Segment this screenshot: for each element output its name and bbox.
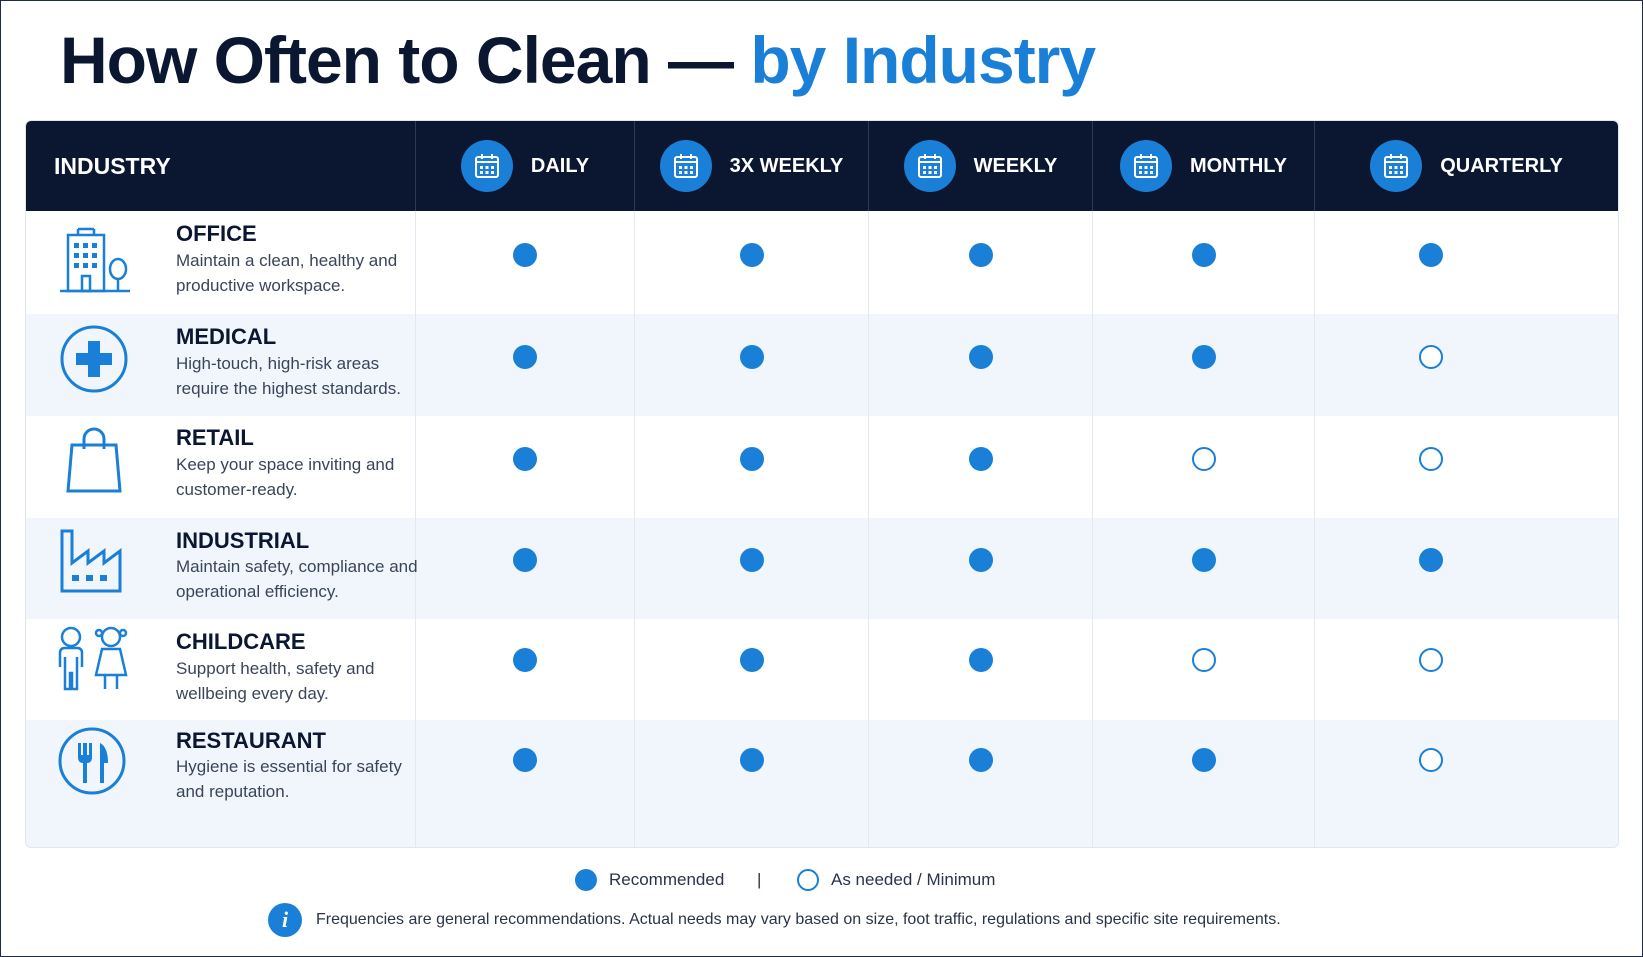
header-weekly-label: WEEKLY — [973, 154, 1058, 177]
recommended-dot — [740, 648, 764, 672]
row-desc-childcare: Support health, safety and wellbeing eve… — [176, 659, 375, 703]
legend-as-needed-label: As needed / Minimum — [831, 870, 996, 889]
as-needed-circle — [1419, 748, 1443, 772]
recommended-dot — [969, 748, 993, 772]
recommended-dot — [1419, 548, 1443, 572]
as-needed-circle — [1192, 648, 1216, 672]
table-row — [26, 314, 1618, 416]
recommended-dot — [740, 243, 764, 267]
column-divider — [415, 211, 416, 847]
legend-separator: | — [757, 870, 762, 889]
row-desc-retail: Keep your space inviting and customer-re… — [176, 455, 395, 499]
calendar-icon — [1370, 140, 1423, 192]
recommended-dot — [740, 447, 764, 471]
header-3x-weekly: 3X WEEKLY — [634, 121, 868, 211]
header-daily-label: DAILY — [530, 154, 590, 177]
recommended-dot — [1192, 243, 1216, 267]
header-3x-weekly-label: 3X WEEKLY — [729, 154, 844, 177]
recommended-dot — [1192, 748, 1216, 772]
fork-knife-icon — [56, 725, 136, 805]
medical-cross-icon — [56, 321, 136, 401]
footnote-text: Frequencies are general recommendations.… — [316, 911, 1281, 928]
recommended-dot — [969, 648, 993, 672]
as-needed-circle — [1192, 447, 1216, 471]
calendar-icon — [659, 140, 712, 192]
header-industry-label: INDUSTRY — [54, 152, 171, 179]
recommended-dot — [513, 345, 537, 369]
header-quarterly-label: QUARTERLY — [1440, 154, 1563, 177]
filled-dot-icon — [575, 869, 597, 891]
row-desc-medical: High-touch, high-risk areas require the … — [176, 354, 401, 398]
office-building-icon — [56, 221, 136, 301]
recommended-dot — [1419, 243, 1443, 267]
row-desc-office: Maintain a clean, healthy and productive… — [176, 251, 398, 295]
column-divider — [1092, 211, 1093, 847]
recommended-dot — [513, 243, 537, 267]
recommended-dot — [740, 345, 764, 369]
legend-recommended: Recommended — [575, 865, 724, 895]
empty-circle-icon — [797, 869, 819, 891]
title-accent: by Industry — [750, 23, 1096, 97]
column-divider — [1314, 211, 1315, 847]
table-row — [26, 518, 1618, 619]
recommended-dot — [969, 345, 993, 369]
header-quarterly: QUARTERLY — [1314, 121, 1618, 211]
info-icon: i — [268, 903, 302, 937]
row-desc-industrial: Maintain safety, compliance and operatio… — [176, 557, 418, 601]
recommended-dot — [513, 447, 537, 471]
header-weekly: WEEKLY — [868, 121, 1092, 211]
row-name-retail: RETAIL — [176, 425, 254, 450]
header-monthly: MONTHLY — [1092, 121, 1314, 211]
header-daily: DAILY — [415, 121, 634, 211]
recommended-dot — [513, 648, 537, 672]
header-industry: INDUSTRY — [26, 121, 415, 211]
recommended-dot — [1192, 548, 1216, 572]
header-monthly-label: MONTHLY — [1189, 154, 1288, 177]
shopping-bag-icon — [56, 421, 136, 501]
recommended-dot — [740, 548, 764, 572]
recommended-dot — [513, 748, 537, 772]
row-name-restaurant: RESTAURANT — [176, 728, 326, 753]
row-name-medical: MEDICAL — [176, 324, 277, 349]
calendar-icon — [903, 140, 956, 192]
row-name-industrial: INDUSTRIAL — [176, 528, 310, 553]
frequency-table: INDUSTRY DAILY 3X WEEKLY WEEKLY MONTHLY … — [25, 120, 1619, 848]
recommended-dot — [969, 447, 993, 471]
calendar-icon — [460, 140, 513, 192]
recommended-dot — [969, 243, 993, 267]
column-divider — [634, 211, 635, 847]
row-desc-restaurant: Hygiene is essential for safety and repu… — [176, 757, 402, 801]
recommended-dot — [513, 548, 537, 572]
as-needed-circle — [1419, 345, 1443, 369]
legend-recommended-label: Recommended — [609, 870, 725, 889]
recommended-dot — [740, 748, 764, 772]
page-title: How Often to Clean — by Industry — [60, 22, 1096, 98]
title-main: How Often to Clean — — [60, 23, 734, 97]
as-needed-circle — [1419, 447, 1443, 471]
table-row — [26, 720, 1618, 847]
row-name-childcare: CHILDCARE — [176, 629, 306, 654]
children-icon — [56, 623, 136, 703]
factory-icon — [56, 523, 136, 603]
calendar-icon — [1119, 140, 1172, 192]
legend-as-needed: As needed / Minimum — [797, 865, 995, 895]
footnote: i Frequencies are general recommendation… — [268, 900, 1281, 940]
column-divider — [868, 211, 869, 847]
row-name-office: OFFICE — [176, 221, 257, 246]
recommended-dot — [969, 548, 993, 572]
recommended-dot — [1192, 345, 1216, 369]
table-header: INDUSTRY DAILY 3X WEEKLY WEEKLY MONTHLY … — [26, 121, 1618, 211]
as-needed-circle — [1419, 648, 1443, 672]
